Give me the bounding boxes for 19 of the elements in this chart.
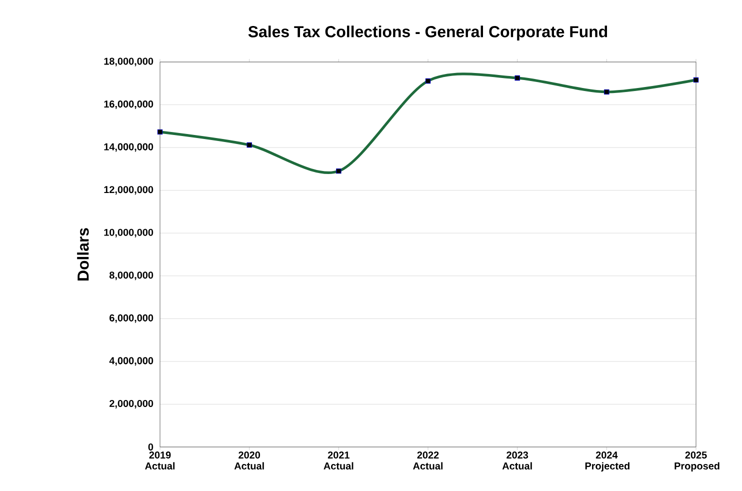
y-tick-label: 12,000,000 bbox=[104, 186, 154, 195]
y-tick-label: 4,000,000 bbox=[109, 357, 154, 366]
x-tick-label: 2024 Projected bbox=[585, 452, 630, 472]
x-tick-label: 2020 Actual bbox=[234, 452, 264, 470]
y-tick-label: 14,000,000 bbox=[104, 143, 154, 152]
y-tick-label: 0 bbox=[148, 443, 154, 451]
x-tick-label: 2022 Actual bbox=[413, 452, 443, 470]
y-tick-label: 2,000,000 bbox=[110, 400, 154, 408]
x-tick-label: 2021 Actual bbox=[324, 452, 354, 470]
y-tick-label: 6,000,000 bbox=[110, 314, 154, 323]
y-axis-title: Dollars bbox=[77, 228, 89, 280]
x-tick-label: 2023 Actual bbox=[502, 452, 532, 470]
y-tick-label: 18,000,000 bbox=[104, 58, 154, 66]
y-tick-label: 16,000,000 bbox=[104, 100, 154, 110]
y-tick-label: 8,000,000 bbox=[109, 272, 154, 280]
x-tick-label: 2019 Actual bbox=[145, 452, 175, 470]
chart-title: Sales Tax Collections - General Corporate Fund bbox=[248, 26, 608, 40]
x-tick-label: 2025 Proposed bbox=[674, 452, 720, 472]
y-tick-label: 10,000,000 bbox=[104, 228, 154, 238]
